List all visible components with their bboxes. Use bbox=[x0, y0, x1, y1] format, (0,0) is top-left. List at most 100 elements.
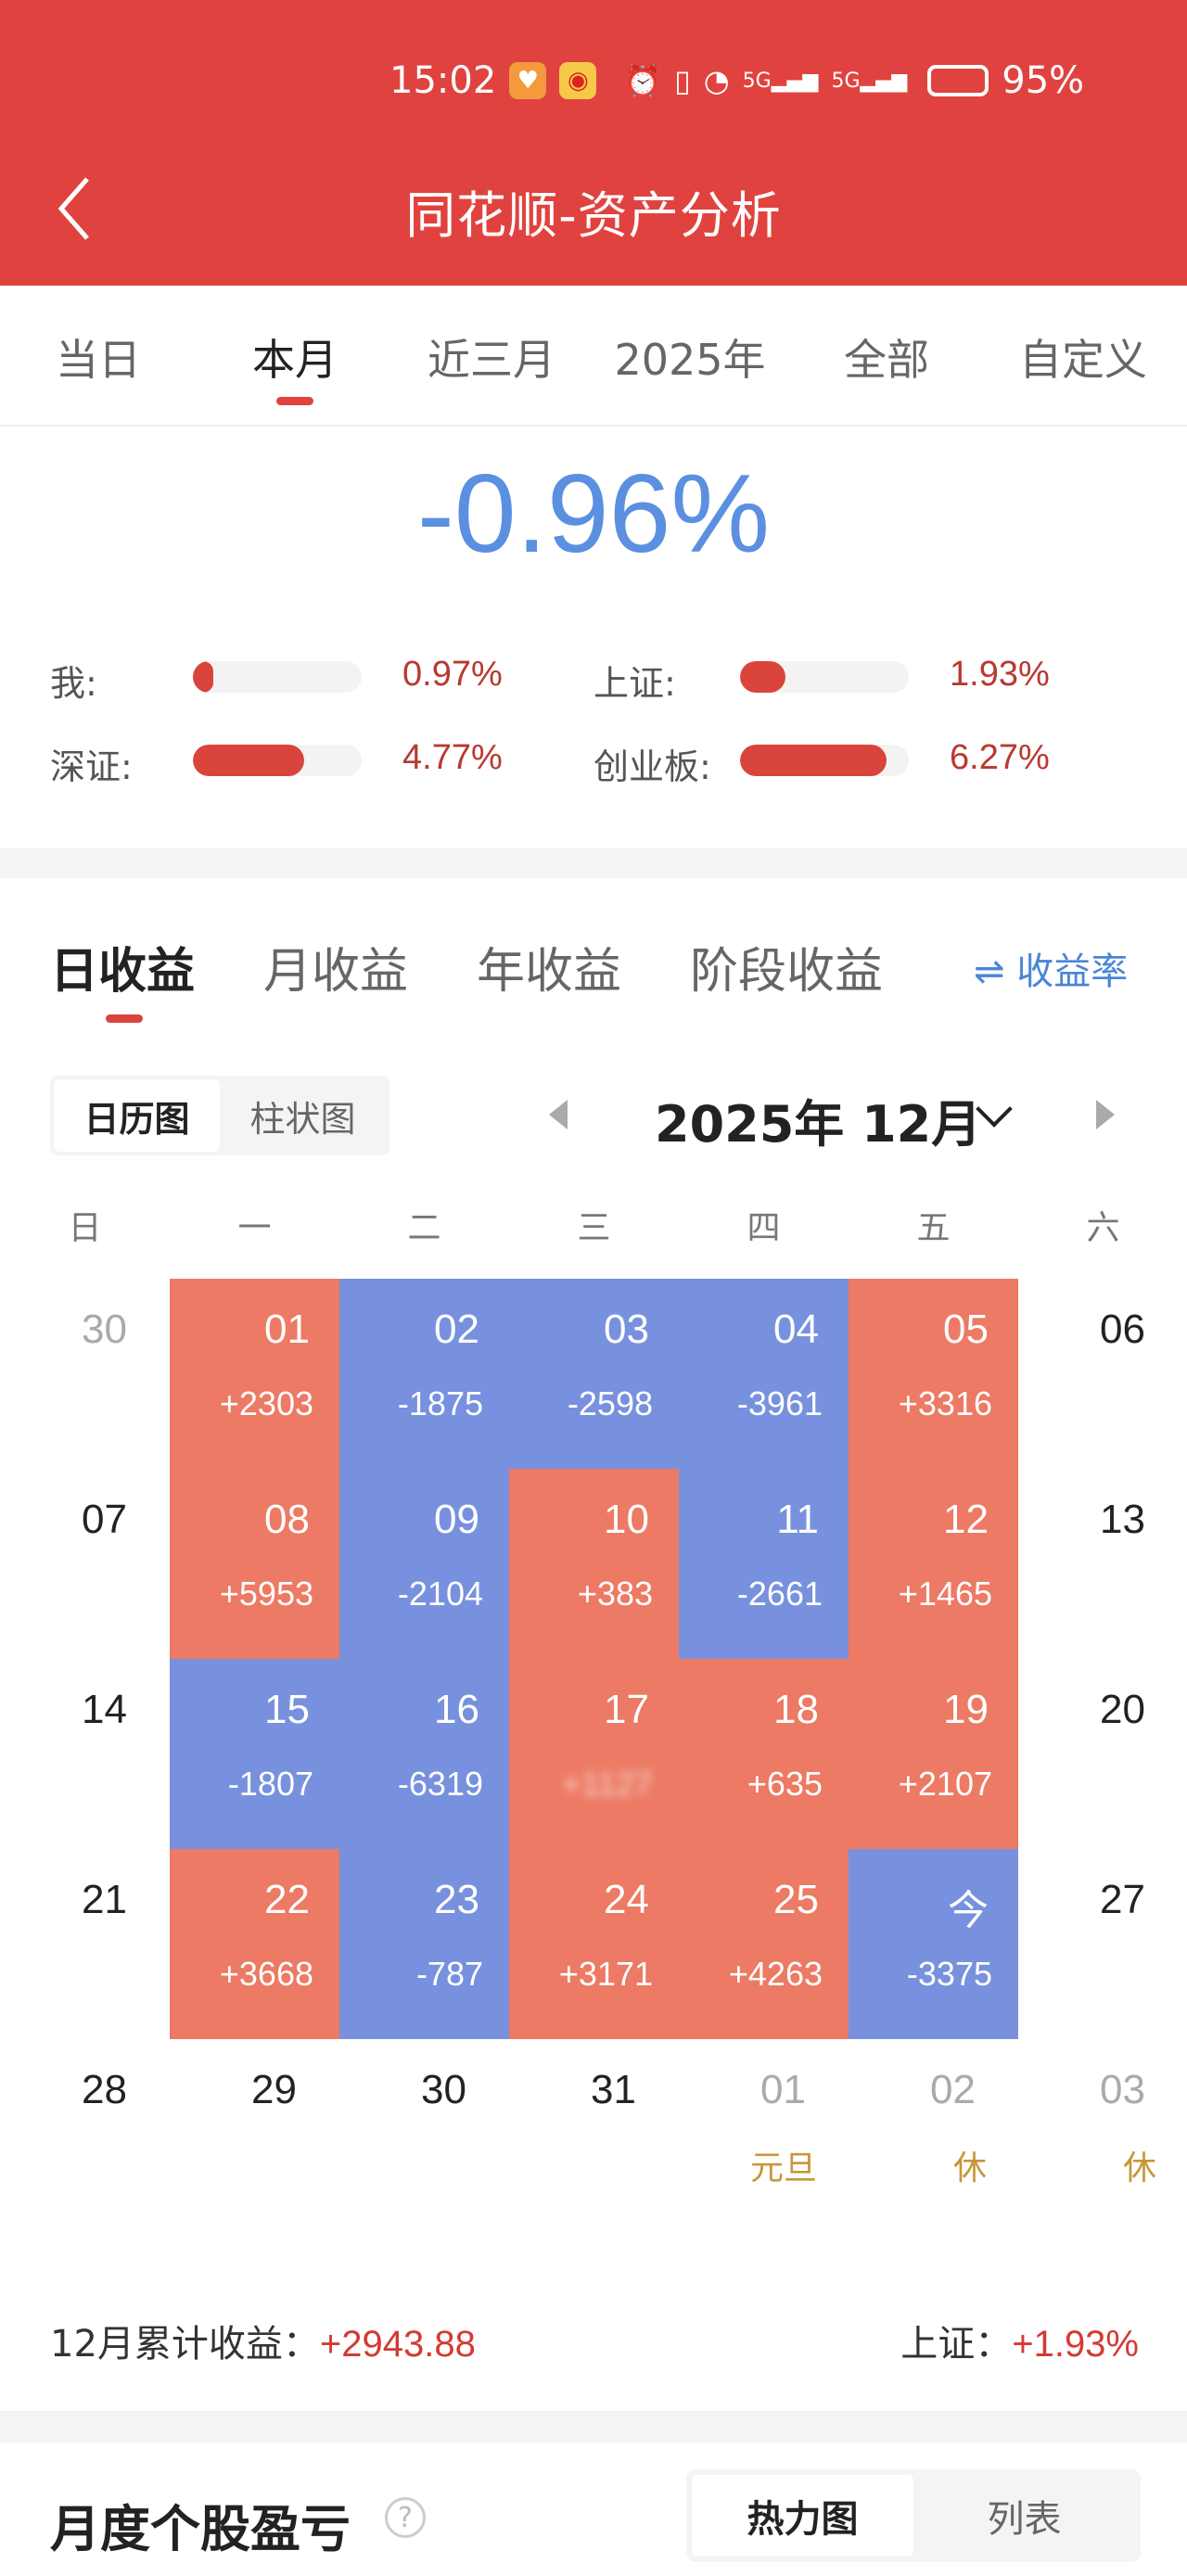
day-number: 25 bbox=[773, 1877, 819, 1922]
calendar-day[interactable]: 21 bbox=[0, 1849, 170, 2039]
prev-month-icon[interactable] bbox=[549, 1100, 568, 1129]
comparison-label: 深证: bbox=[50, 746, 133, 787]
calendar-day[interactable]: 01 +2303 bbox=[170, 1279, 339, 1469]
day-number: 02 bbox=[434, 1307, 479, 1352]
tab-all[interactable]: 全部 bbox=[844, 335, 929, 385]
day-number: 16 bbox=[434, 1687, 479, 1732]
calendar-day[interactable]: 13 bbox=[1018, 1469, 1187, 1659]
tab-monthly-return[interactable]: 月收益 bbox=[263, 944, 409, 1000]
day-pnl: -3375 bbox=[906, 1955, 992, 1993]
tab-2025[interactable]: 2025年 bbox=[614, 335, 766, 385]
page-title: 同花顺-资产分析 bbox=[405, 186, 782, 245]
day-pnl: -3961 bbox=[736, 1384, 823, 1422]
day-number: 06 bbox=[1100, 1307, 1145, 1352]
day-number: 28 bbox=[82, 2067, 127, 2112]
day-number: 10 bbox=[604, 1497, 649, 1542]
day-number: 14 bbox=[82, 1687, 127, 1732]
day-number: 02 bbox=[930, 2067, 976, 2112]
calendar-day[interactable]: 14 bbox=[0, 1659, 170, 1849]
back-arrow-icon[interactable] bbox=[52, 172, 98, 246]
holiday-label: 休 bbox=[1122, 2149, 1156, 2187]
comparison-value: 1.93% bbox=[950, 655, 1050, 694]
day-number: 04 bbox=[773, 1307, 819, 1352]
calendar-day[interactable]: 25 +4263 bbox=[679, 1849, 849, 2039]
calendar-day[interactable]: 08 +5953 bbox=[170, 1469, 339, 1659]
tab-three-months[interactable]: 近三月 bbox=[428, 335, 555, 385]
tab-today[interactable]: 当日 bbox=[56, 335, 141, 385]
tab-yearly-return[interactable]: 年收益 bbox=[477, 944, 622, 1000]
calendar-day[interactable]: 22 +3668 bbox=[170, 1849, 339, 2039]
calendar-day[interactable]: 09 -2104 bbox=[339, 1469, 509, 1659]
next-month-icon[interactable] bbox=[1096, 1100, 1115, 1129]
calendar-day[interactable]: 03 -2598 bbox=[509, 1279, 679, 1469]
wifi-icon: ◔ bbox=[703, 63, 730, 98]
day-pnl: -6319 bbox=[397, 1765, 483, 1803]
day-number: 29 bbox=[251, 2067, 297, 2112]
tab-custom[interactable]: 自定义 bbox=[1019, 335, 1147, 385]
calendar-day[interactable]: 30 bbox=[339, 2039, 509, 2229]
day-pnl: -787 bbox=[415, 1955, 483, 1993]
index-value: +1.93% bbox=[1012, 2324, 1139, 2365]
calendar-day[interactable]: 20 bbox=[1018, 1659, 1187, 1849]
help-icon[interactable]: ? bbox=[385, 2497, 426, 2538]
comparison-bar bbox=[193, 661, 362, 693]
day-number: 20 bbox=[1100, 1687, 1145, 1732]
calendar-day[interactable]: 今 -3375 bbox=[849, 1849, 1018, 2039]
calendar-day[interactable]: 24 +3171 bbox=[509, 1849, 679, 2039]
calendar-day[interactable]: 18 +635 bbox=[679, 1659, 849, 1849]
calendar-day[interactable]: 11 -2661 bbox=[679, 1469, 849, 1659]
calendar-day[interactable]: 16 -6319 bbox=[339, 1659, 509, 1849]
comparison-bar bbox=[740, 661, 909, 693]
day-number: 24 bbox=[604, 1877, 649, 1922]
tab-period-return[interactable]: 阶段收益 bbox=[690, 944, 884, 1000]
day-pnl: -2661 bbox=[736, 1575, 823, 1613]
calendar-day[interactable]: 27 bbox=[1018, 1849, 1187, 2039]
bar-view-button[interactable]: 柱状图 bbox=[249, 1098, 356, 1140]
holiday-label: 元旦 bbox=[749, 2149, 817, 2187]
calendar-day[interactable]: 23 -787 bbox=[339, 1849, 509, 2039]
day-pnl: +3668 bbox=[219, 1955, 313, 1993]
weekday-label: 日 bbox=[68, 1209, 102, 1247]
calendar-day[interactable]: 12 +1465 bbox=[849, 1469, 1018, 1659]
day-pnl: +383 bbox=[577, 1575, 653, 1613]
day-pnl: -1875 bbox=[397, 1384, 483, 1422]
day-number: 18 bbox=[773, 1687, 819, 1732]
calendar-day[interactable]: 10 +383 bbox=[509, 1469, 679, 1659]
day-pnl: -1807 bbox=[227, 1765, 313, 1803]
day-pnl: +1127 bbox=[561, 1765, 653, 1803]
calendar-day[interactable]: 07 bbox=[0, 1469, 170, 1659]
return-rate-toggle[interactable]: ⇌ 收益率 bbox=[974, 950, 1129, 993]
calendar-day[interactable]: 19 +2107 bbox=[849, 1659, 1018, 1849]
index-label: 上证： bbox=[900, 2323, 1013, 2366]
stock-view-toggle: 热力图 列表 bbox=[686, 2469, 1141, 2562]
tab-this-month[interactable]: 本月 bbox=[252, 335, 338, 385]
calendar-day[interactable]: 02 -1875 bbox=[339, 1279, 509, 1469]
month-picker[interactable]: 2025年 12月 bbox=[655, 1095, 982, 1154]
calendar-day[interactable]: 28 bbox=[0, 2039, 170, 2229]
calendar-day[interactable]: 06 bbox=[1018, 1279, 1187, 1469]
status-time: 15:02 bbox=[389, 59, 497, 102]
list-button[interactable]: 列表 bbox=[987, 2498, 1062, 2541]
day-number: 15 bbox=[264, 1687, 310, 1732]
calendar-day[interactable]: 30 bbox=[0, 1279, 170, 1469]
day-number: 07 bbox=[82, 1497, 127, 1542]
status-bar: 15:02 ♥ ◉ ⏰ ▯ ◔ 5G▂▄▆ 5G▂▄▆ 95% bbox=[389, 56, 1084, 106]
calendar-day[interactable]: 03 休 bbox=[1018, 2039, 1187, 2229]
heatmap-button[interactable]: 热力图 bbox=[692, 2475, 913, 2557]
weekday-label: 五 bbox=[916, 1209, 951, 1247]
month-cumulative-return: 12月累计收益：+2943.88 bbox=[50, 2314, 476, 2367]
day-number: 08 bbox=[264, 1497, 310, 1542]
tab-daily-return[interactable]: 日收益 bbox=[50, 944, 196, 1000]
day-number: 09 bbox=[434, 1497, 479, 1542]
calendar-day[interactable]: 15 -1807 bbox=[170, 1659, 339, 1849]
calendar-day[interactable]: 29 bbox=[170, 2039, 339, 2229]
calendar-day[interactable]: 04 -3961 bbox=[679, 1279, 849, 1469]
calendar-day[interactable]: 17 +1127 bbox=[509, 1659, 679, 1849]
calendar-view-button[interactable]: 日历图 bbox=[54, 1079, 220, 1152]
weekday-label: 一 bbox=[237, 1209, 272, 1247]
day-pnl: +1465 bbox=[898, 1575, 992, 1613]
calendar-day[interactable]: 01 元旦 bbox=[679, 2039, 849, 2229]
calendar-day[interactable]: 31 bbox=[509, 2039, 679, 2229]
calendar-day[interactable]: 02 休 bbox=[849, 2039, 1018, 2229]
calendar-day[interactable]: 05 +3316 bbox=[849, 1279, 1018, 1469]
